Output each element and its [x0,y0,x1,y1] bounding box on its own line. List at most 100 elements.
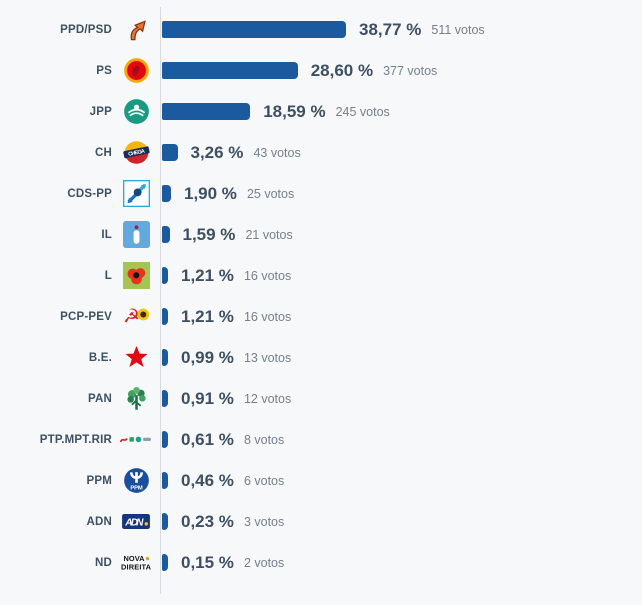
votes-value: 511 votos [431,23,485,38]
percent-value: 18,59 % [263,102,326,121]
percent-value: 3,26 % [190,143,244,162]
votes-value: 245 votos [335,105,390,120]
result-row: PS 28,60 % 377 votos [0,50,642,91]
party-label: CDS-PP [67,187,112,200]
bar-area: 1,21 % 16 votos [160,267,291,284]
result-bar[interactable] [162,431,168,448]
bar-area: 1,21 % 16 votos [160,308,291,325]
pan-party-logo-icon [112,385,160,412]
bar-area: 28,60 % 377 votos [160,62,437,79]
percent-value: 0,99 % [181,348,234,367]
il-party-logo-icon [112,221,160,248]
bar-area: 0,15 % 2 votos [160,554,284,571]
result-row: PCP-PEV ☭ 1,21 % 16 votos [0,296,642,337]
votes-value: 16 votos [243,310,292,325]
bar-area: 38,77 % 511 votos [160,21,485,38]
percent-value: 28,60 % [310,61,374,80]
result-bar[interactable] [162,103,251,120]
party-label: PPM [86,474,112,487]
votes-value: 3 votos [243,515,285,530]
chega-party-logo-icon: CHEGA [112,139,160,166]
axis-baseline [160,7,161,594]
result-row: PPD/PSD 38,77 % 511 votos [0,9,642,50]
percent-value: 1,21 % [181,266,234,285]
percent-value: 1,90 % [184,184,237,203]
bar-area: 1,59 % 21 votos [160,226,293,243]
pcppev-party-logo-icon: ☭ [112,303,160,330]
party-label: PS [96,64,112,77]
result-row: PAN 0,91 % 12 votos [0,378,642,419]
percent-value: 0,23 % [181,512,234,531]
party-label: PCP-PEV [60,310,112,323]
percent-value: 38,77 % [359,20,422,39]
result-bar[interactable] [162,349,168,366]
votes-value: 21 votos [245,228,293,243]
result-bar[interactable] [162,472,168,489]
votes-value: 13 votos [243,351,292,366]
result-row: PPM PPM 0,46 % 6 votos [0,460,642,501]
party-label: PPD/PSD [60,23,112,36]
bar-area: 0,61 % 8 votos [160,431,284,448]
party-label: L [104,269,112,282]
result-bar[interactable] [162,144,178,161]
result-row: L 1,21 % 16 votos [0,255,642,296]
party-label: CH [94,146,112,159]
ppm-party-logo-icon: PPM [112,467,160,494]
svg-text:DIREITA: DIREITA [121,562,152,571]
result-bar[interactable] [162,226,170,243]
ptp-party-logo-icon [112,434,160,445]
party-label: IL [101,228,112,241]
votes-value: 377 votos [383,64,438,79]
bar-area: 18,59 % 245 votos [160,103,390,120]
votes-value: 8 votos [243,433,285,448]
party-label: PAN [87,392,112,405]
bar-area: 0,99 % 13 votos [160,349,291,366]
party-label: B.E. [88,351,112,364]
percent-value: 0,15 % [181,553,234,572]
result-bar[interactable] [162,62,298,79]
svg-text:ADN: ADN [124,517,144,528]
percent-value: 1,21 % [181,307,234,326]
bar-area: 0,46 % 6 votos [160,472,284,489]
votes-value: 6 votos [243,474,285,489]
party-label: ND [94,556,112,569]
livre-party-logo-icon [112,262,160,289]
result-row: B.E. 0,99 % 13 votos [0,337,642,378]
percent-value: 0,91 % [181,389,234,408]
party-label: JPP [89,105,112,118]
jpp-party-logo-icon [112,98,160,125]
percent-value: 0,46 % [181,471,234,490]
result-row: PTP.MPT.RIR 0,61 % 8 votos [0,419,642,460]
votes-value: 25 votos [246,187,295,202]
bar-area: 0,91 % 12 votos [160,390,291,407]
result-row: CDS-PP 1,90 % 25 votos [0,173,642,214]
result-bar[interactable] [162,267,168,284]
svg-text:☭: ☭ [123,305,140,328]
votes-value: 16 votos [243,269,292,284]
ps-party-logo-icon [112,57,160,84]
bar-area: 1,90 % 25 votos [160,185,294,202]
party-label: ADN [86,515,112,528]
result-row: CH CHEGA 3,26 % 43 votos [0,132,642,173]
bar-area: 3,26 % 43 votos [160,144,301,161]
result-row: JPP 18,59 % 245 votos [0,91,642,132]
svg-text:PPM: PPM [130,486,143,492]
result-bar[interactable] [162,554,168,571]
result-bar[interactable] [162,308,168,325]
svg-text:NOVA: NOVA [124,554,146,563]
bar-area: 0,23 % 3 votos [160,513,284,530]
result-bar[interactable] [162,185,171,202]
nd-party-logo-icon: NOVA DIREITA [112,553,160,572]
result-row: IL 1,59 % 21 votos [0,214,642,255]
percent-value: 0,61 % [181,430,234,449]
psd-party-logo-icon [112,16,160,43]
result-bar[interactable] [162,21,346,38]
result-row: ND NOVA DIREITA 0,15 % 2 votos [0,542,642,583]
cdspp-party-logo-icon [112,180,160,207]
svg-text:CHEGA: CHEGA [127,148,145,157]
party-label: PTP.MPT.RIR [39,433,112,446]
result-bar[interactable] [162,513,168,530]
votes-value: 2 votos [243,556,285,571]
result-bar[interactable] [162,390,168,407]
